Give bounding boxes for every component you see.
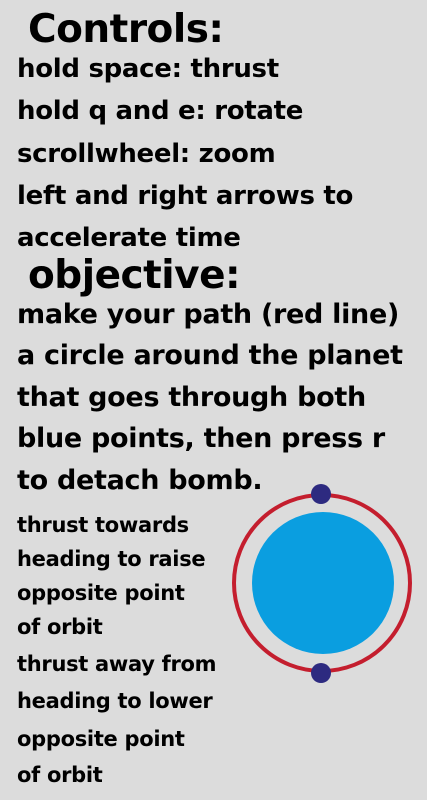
- tip-raise-line-4: of orbit: [17, 615, 103, 639]
- tip-lower-line-1: thrust away from: [17, 652, 217, 676]
- orbit-diagram: [232, 484, 412, 683]
- controls-heading: Controls:: [28, 7, 224, 52]
- objective-line-1: make your path (red line): [17, 299, 400, 330]
- target-point-bottom: [311, 663, 331, 683]
- tip-raise-line-3: opposite point: [17, 581, 185, 605]
- tip-lower-line-3: opposite point: [17, 727, 185, 751]
- objective-line-2: a circle around the planet: [17, 340, 403, 371]
- control-thrust: hold space: thrust: [17, 54, 279, 84]
- objective-line-5: to detach bomb.: [17, 465, 263, 496]
- tip-lower-line-4: of orbit: [17, 763, 103, 787]
- control-rotate: hold q and e: rotate: [17, 96, 304, 126]
- control-zoom: scrollwheel: zoom: [17, 139, 276, 169]
- tip-lower-line-2: heading to lower: [17, 689, 213, 713]
- tip-raise-line-2: heading to raise: [17, 547, 206, 571]
- target-point-top: [311, 484, 331, 504]
- objective-line-3: that goes through both: [17, 382, 366, 413]
- control-time-line2: accelerate time: [17, 223, 241, 253]
- control-time-line1: left and right arrows to: [17, 181, 354, 211]
- objective-line-4: blue points, then press r: [17, 423, 385, 454]
- objective-heading: objective:: [28, 253, 241, 298]
- tip-raise-line-1: thrust towards: [17, 513, 189, 537]
- planet-circle: [252, 512, 394, 654]
